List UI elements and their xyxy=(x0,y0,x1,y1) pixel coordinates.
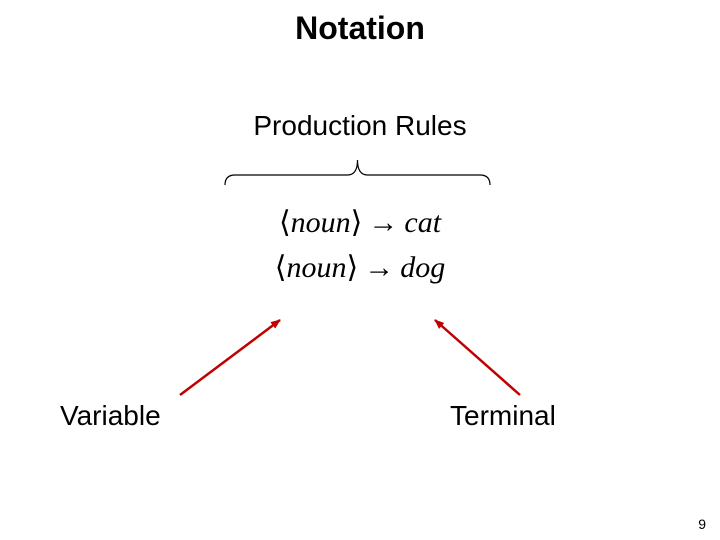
variable-arrow xyxy=(180,320,280,395)
arrow-icon: → xyxy=(358,251,400,284)
page-number: 9 xyxy=(698,516,706,532)
angle-open: ⟨ xyxy=(279,206,291,239)
production-rules: ⟨noun⟩→cat ⟨noun⟩→dog xyxy=(0,200,720,290)
page-title: Notation xyxy=(0,10,720,47)
angle-close: ⟩ xyxy=(351,206,363,239)
rule-lhs: noun xyxy=(287,251,347,284)
terminal-label: Terminal xyxy=(450,400,556,432)
rule-lhs: noun xyxy=(291,206,351,239)
section-subtitle: Production Rules xyxy=(0,110,720,142)
arrow-icon: → xyxy=(362,206,404,239)
terminal-arrow xyxy=(435,320,520,395)
rule-1: ⟨noun⟩→cat xyxy=(279,200,441,245)
angle-open: ⟨ xyxy=(275,251,287,284)
rule-2: ⟨noun⟩→dog xyxy=(275,245,445,290)
rule-rhs: cat xyxy=(404,206,441,239)
variable-label: Variable xyxy=(60,400,161,432)
rule-rhs: dog xyxy=(400,251,445,284)
curly-brace xyxy=(225,160,490,185)
angle-close: ⟩ xyxy=(347,251,359,284)
